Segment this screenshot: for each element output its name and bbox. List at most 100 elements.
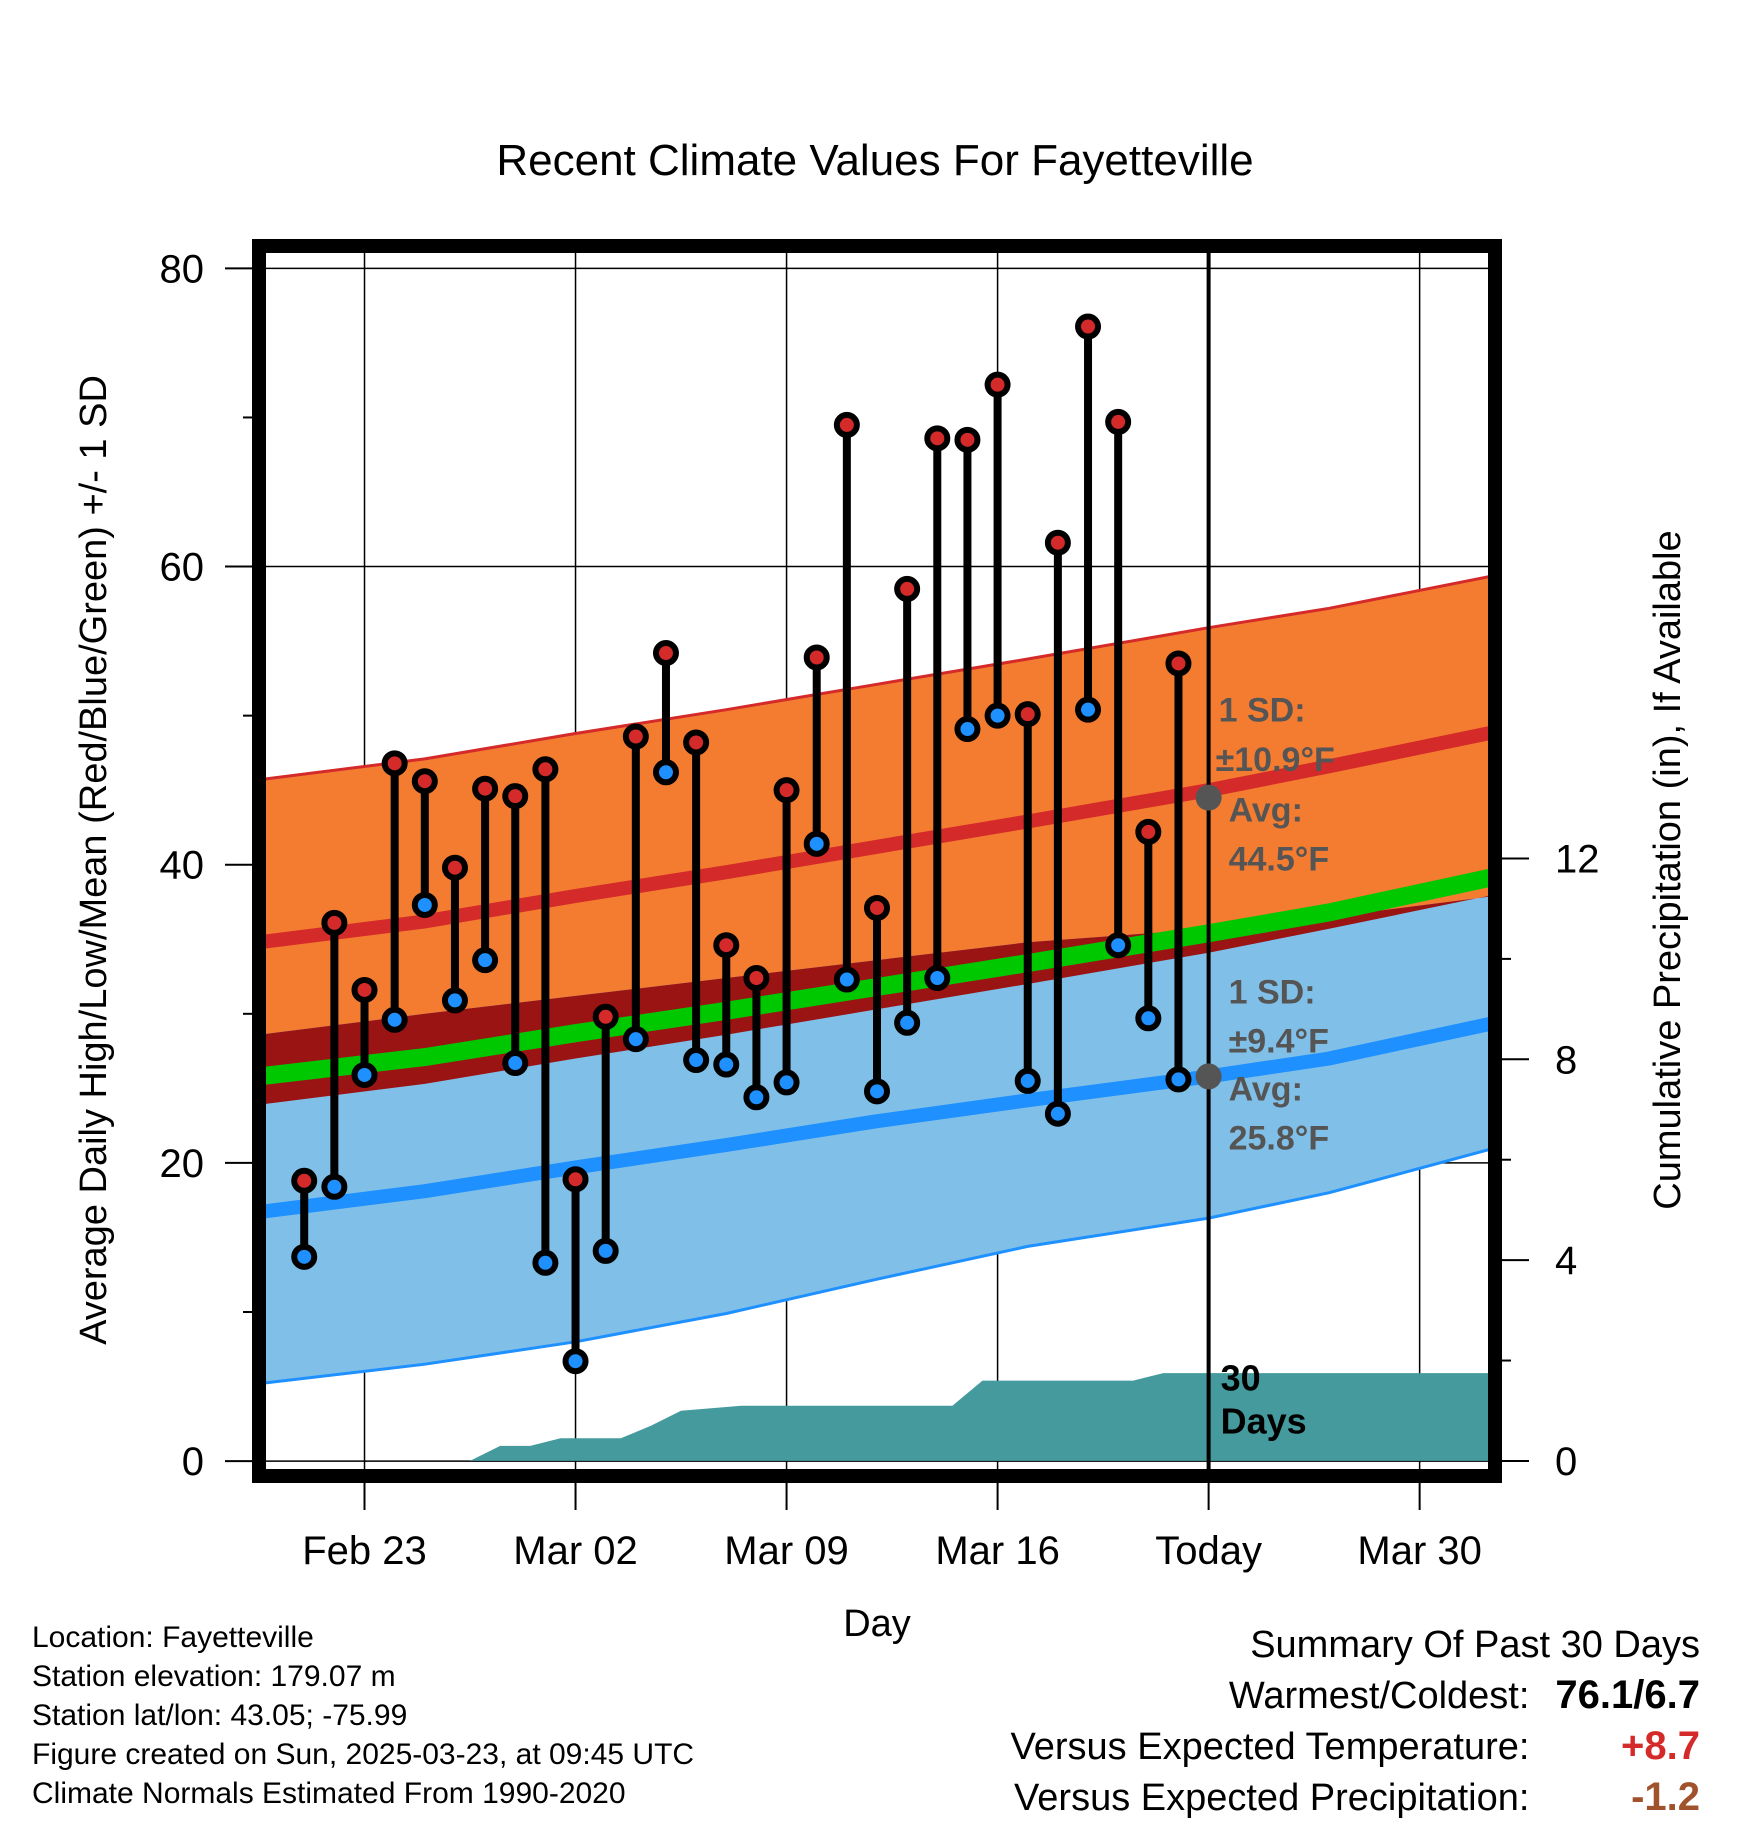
daily-high-point	[683, 729, 710, 756]
x-tick-label: Feb 23	[302, 1529, 427, 1573]
daily-low-point	[984, 702, 1011, 729]
station-info: Location: Fayetteville Station elevation…	[32, 1618, 694, 1813]
daily-high-point	[954, 426, 981, 453]
daily-low-point	[954, 716, 981, 743]
daily-high-point	[1165, 650, 1192, 677]
daily-high-point	[924, 425, 951, 452]
summary-precip-label: Versus Expected Precipitation:	[1014, 1777, 1530, 1819]
x-tick-label: Mar 02	[513, 1529, 638, 1573]
y-tick-label: 40	[160, 844, 205, 888]
daily-high-point	[652, 640, 679, 667]
y2-axis-label: Cumulative Precipitation (in), If Availa…	[1647, 530, 1689, 1209]
daily-high-point	[321, 909, 348, 936]
daily-low-point	[291, 1243, 318, 1270]
y2-tick-label: 0	[1555, 1440, 1577, 1484]
summary-temp-value: +8.7	[1621, 1724, 1700, 1768]
y2-tick-label: 4	[1555, 1239, 1577, 1283]
info-created: Figure created on Sun, 2025-03-23, at 09…	[32, 1738, 695, 1771]
info-elevation: Station elevation: 179.07 m	[32, 1660, 396, 1693]
daily-low-point	[622, 1026, 649, 1053]
summary-title: Summary Of Past 30 Days	[1250, 1624, 1700, 1666]
precip-area	[259, 1373, 1495, 1461]
days-window-label: 30	[1221, 1358, 1261, 1399]
low-sd-label: 1 SD:	[1229, 973, 1316, 1011]
daily-low-point	[1135, 1005, 1162, 1032]
low-sd-value: ±9.4°F	[1229, 1023, 1329, 1061]
daily-low-point	[683, 1047, 710, 1074]
summary-warmest-value: 76.1/6.7	[1555, 1673, 1700, 1717]
daily-high-point	[864, 894, 890, 921]
daily-high-point	[291, 1167, 318, 1194]
y-tick-label: 0	[182, 1440, 204, 1484]
daily-high-point	[532, 756, 559, 783]
summary-temp-row: Versus Expected Temperature: +8.7	[1011, 1721, 1700, 1772]
daily-high-point	[894, 575, 921, 602]
plot-area: 1 SD: ±10.9°F Avg: 44.5°F 1 SD: ±9.4°F Avg: 25.…	[259, 246, 1495, 1476]
y-tick-label: 20	[160, 1142, 205, 1186]
x-tick-label: Mar 09	[724, 1529, 849, 1573]
y-tick-label: 80	[160, 247, 205, 291]
high-avg-value: 44.5°F	[1229, 841, 1330, 879]
daily-low-point	[472, 947, 499, 974]
summary-warmest-row: Warmest/Coldest: 76.1/6.7	[1011, 1670, 1700, 1721]
x-tick-label: Mar 30	[1357, 1529, 1482, 1573]
info-normals: Climate Normals Estimated From 1990-2020	[32, 1777, 626, 1810]
daily-high-point	[411, 768, 438, 795]
y-axis-label: Average Daily High/Low/Mean (Red/Blue/Gr…	[73, 375, 115, 1345]
high-sd-upper-line	[259, 574, 1495, 782]
daily-high-point	[1075, 313, 1102, 340]
daily-low-point	[592, 1237, 619, 1264]
high-avg-label: Avg:	[1229, 791, 1303, 829]
y-tick-label: 60	[160, 546, 205, 590]
daily-high-point	[984, 371, 1011, 398]
info-latlon: Station lat/lon: 43.05; -75.99	[32, 1699, 408, 1732]
daily-low-point	[321, 1173, 348, 1200]
daily-low-point	[441, 987, 468, 1014]
daily-high-point	[1135, 818, 1162, 845]
y2-tick-label: 12	[1555, 837, 1600, 881]
daily-low-point	[803, 830, 830, 857]
daily-high-point	[592, 1003, 619, 1030]
info-location: Location: Fayetteville	[32, 1621, 314, 1654]
daily-low-point	[351, 1061, 378, 1088]
daily-low-point	[864, 1078, 890, 1105]
low-avg-label: Avg:	[1229, 1070, 1303, 1108]
daily-low-point	[562, 1348, 589, 1375]
normal-low-line	[259, 1015, 1495, 1220]
daily-high-point	[562, 1166, 589, 1193]
daily-low-point	[1014, 1067, 1041, 1094]
daily-low-point	[833, 966, 860, 993]
daily-high-point	[1014, 701, 1041, 728]
axes: 0 20 40 60 80 0 4 8 12 Feb 23 Mar 02 Mar 09 Mar 16 To…	[160, 247, 1600, 1573]
daily-high-point	[502, 783, 529, 810]
summary-warmest-label: Warmest/Coldest:	[1228, 1675, 1530, 1717]
daily-high-point	[1044, 529, 1071, 556]
summary-panel: Summary Of Past 30 Days Warmest/Coldest:…	[1011, 1620, 1700, 1823]
daily-low-point	[1105, 932, 1132, 959]
plot-frame	[252, 239, 1502, 1483]
daily-high-point	[441, 854, 468, 881]
daily-low-point	[1075, 696, 1102, 723]
daily-low-point	[1165, 1066, 1192, 1093]
daily-high-point	[472, 775, 499, 802]
daily-high-point	[622, 723, 649, 750]
today-high-avg-marker	[1195, 784, 1222, 811]
summary-temp-label: Versus Expected Temperature:	[1010, 1726, 1530, 1768]
daily-high-point	[713, 932, 740, 959]
daily-high-point	[803, 644, 830, 671]
daily-high-point	[351, 976, 378, 1003]
x-tick-label: Mar 16	[935, 1529, 1060, 1573]
high-sd-label: 1 SD:	[1219, 692, 1306, 730]
daily-high-point	[381, 750, 408, 777]
daily-high-point	[833, 411, 860, 438]
daily-high-point	[773, 777, 800, 804]
normal-high-line	[259, 725, 1495, 950]
x-axis-label: Day	[843, 1603, 911, 1645]
low-avg-value: 25.8°F	[1229, 1119, 1330, 1157]
daily-low-point	[532, 1249, 559, 1276]
summary-precip-row: Versus Expected Precipitation: -1.2	[1011, 1772, 1700, 1823]
summary-precip-value: -1.2	[1631, 1775, 1700, 1819]
daily-low-point	[652, 759, 679, 786]
daily-high-point	[743, 965, 770, 992]
